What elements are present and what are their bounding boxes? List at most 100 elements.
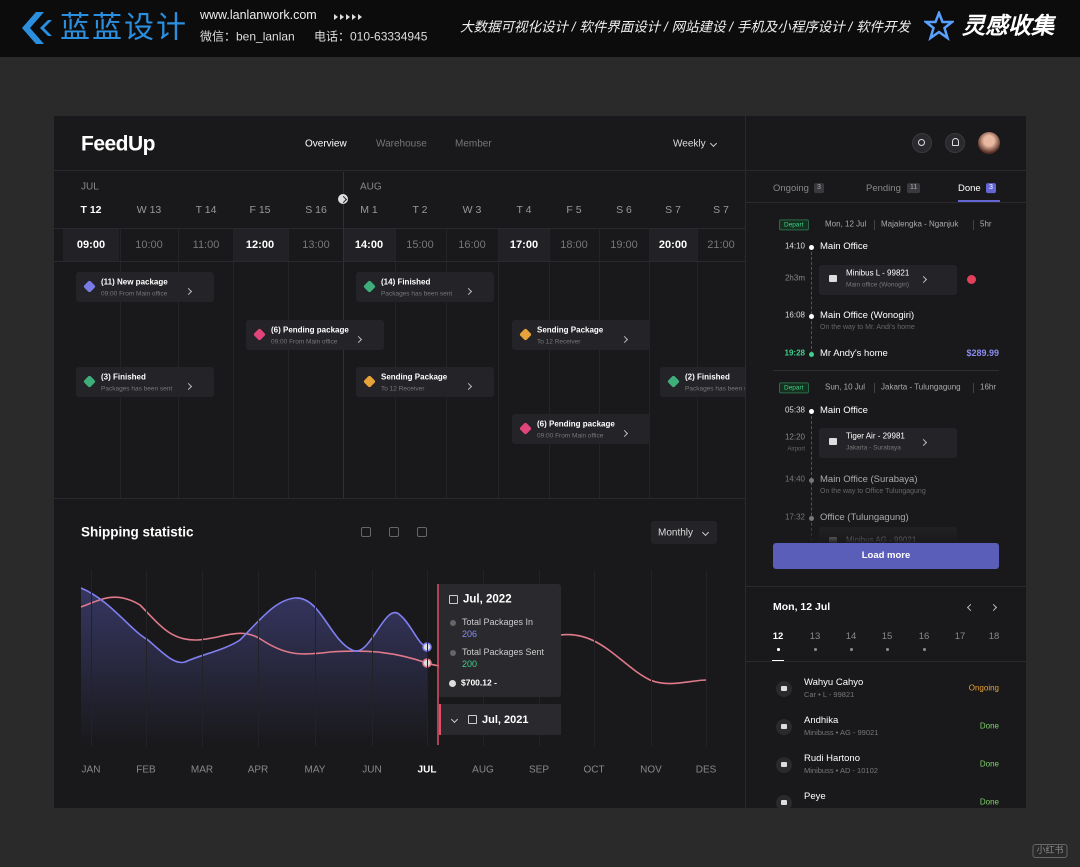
vehicle-card[interactable] [819,265,957,295]
period-select[interactable]: Weekly [673,138,706,150]
load-more-button[interactable] [773,543,999,569]
month-label: MAY [304,764,326,776]
event-card[interactable] [512,320,650,350]
divider [746,202,1026,203]
vehicle-card[interactable] [819,428,957,458]
tooltip [439,584,561,697]
compare-date: Jul, 2021 [482,713,529,726]
trip-route: Majalengka - Nganjuk [881,219,959,229]
day-underline [772,660,784,662]
time-label: 12:00 [245,238,275,251]
nav-item[interactable]: Warehouse [376,138,427,150]
time-label: 13:00 [302,238,330,251]
section-title: Shipping statistic [81,524,194,540]
calendar-day[interactable]: 12 [772,630,784,642]
calendar-day[interactable]: 15 [881,630,893,642]
divider [746,661,1026,662]
event-title: Sending Package [381,372,448,382]
delivery-status: Done [979,721,999,731]
delivery-status: Done [979,797,999,807]
day-label: W 3 [462,204,482,217]
month-label: JUN [362,764,382,776]
tab-underline [958,200,1000,202]
stop-time: 2h3m [784,273,805,283]
delivery-vehicle: Minibuss • AD - 10102 [804,765,878,775]
timeline-dot [809,409,814,414]
day-label: W 13 [136,204,162,217]
time-label: 17:00 [509,238,539,251]
month-label: APR [247,764,269,776]
chart-type-icon[interactable] [361,527,371,537]
day-label: F 15 [249,204,271,217]
trip-duration: 16hr [980,382,997,392]
day-label: S 7 [665,204,681,217]
event-card[interactable] [246,320,384,350]
tooltip-value: 200 [462,659,478,670]
scroll-button[interactable] [338,194,348,204]
avatar[interactable] [978,132,1000,154]
separator [973,220,974,230]
event-card[interactable] [356,367,494,397]
calendar-day[interactable]: 18 [988,630,1000,642]
day-label: S 6 [616,204,632,217]
chevron [966,603,975,612]
grid-line [372,570,373,746]
stop-price: $289.99 [966,348,999,359]
stop-title: Main Office (Wonogiri) [820,309,915,321]
arrow-icon [340,14,344,20]
event-subtitle: 09:00 From Main office [271,338,338,346]
time-label: 16:00 [458,238,486,251]
event-card[interactable] [76,367,214,397]
nav-item[interactable]: Overview [305,138,347,150]
day-label: F 5 [566,204,582,217]
event-card[interactable] [76,272,214,302]
stop-time: 14:10 [784,241,805,251]
stop-time: 14:40 [784,474,805,484]
tab[interactable]: Done [958,182,981,194]
calendar-day[interactable]: 16 [918,630,930,642]
stop-detail: On the way to Mr. Andi's home [820,324,915,332]
day-label: T 2 [412,204,428,217]
vehicle-name: Minibus L - 99821 [846,268,910,278]
delivery-status: Done [979,759,999,769]
tab[interactable]: Ongoing [773,182,809,194]
stop-place: Airport [787,446,805,453]
delivery-name[interactable]: Andhika [804,714,839,726]
button-label[interactable]: Load more [861,549,911,561]
day-label: T 4 [516,204,532,217]
event-dot [886,648,889,651]
event-title: (14) Finished [381,277,431,287]
grid-line [394,228,396,498]
delivery-name[interactable]: Peye [804,790,826,802]
grid-line [202,570,203,746]
vehicle-name: Tiger Air - 29981 [846,431,905,441]
period-button[interactable] [651,521,717,544]
tab[interactable]: Pending [866,182,901,194]
delivery-name[interactable]: Wahyu Cahyo [804,676,864,688]
delivery-name[interactable]: Rudi Hartono [804,752,860,764]
month-label: MAR [190,764,214,776]
vehicle-glyph [781,724,787,729]
stop-title: Mr Andy's home [820,347,888,359]
calendar-day[interactable]: 17 [954,630,966,642]
period-select[interactable]: Monthly [658,527,694,539]
vehicle-detail: Main office (Wonogiri) [846,281,909,289]
event-title: Sending Package [537,325,604,335]
nav-item[interactable]: Member [455,138,492,150]
calendar-day[interactable]: 13 [809,630,821,642]
delivery-vehicle: Minibuss • AG - 99021 [804,727,879,737]
calendar-day[interactable]: 14 [845,630,857,642]
month-label: JUL [81,181,99,193]
arrow-icon [334,14,338,20]
app-logo: FeedUp [81,132,156,156]
event-card[interactable] [356,272,494,302]
compare-box[interactable] [439,704,561,735]
month-label: JUL [417,764,437,776]
time-label: 11:00 [192,238,220,251]
grid-line [706,570,707,746]
chart-type-icon[interactable] [417,527,427,537]
event-subtitle: To 12 Receiver [537,338,581,346]
separator [874,383,875,393]
chart-type-icon[interactable] [389,527,399,537]
event-card[interactable] [512,414,650,444]
